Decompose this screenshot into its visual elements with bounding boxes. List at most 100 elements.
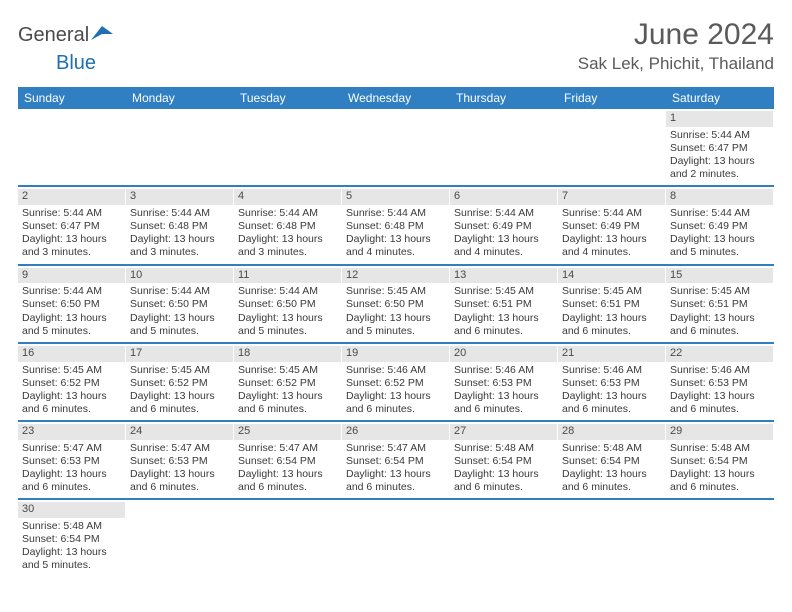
week-row: 2Sunrise: 5:44 AMSunset: 6:47 PMDaylight… — [18, 187, 774, 265]
day-cell: 6Sunrise: 5:44 AMSunset: 6:49 PMDaylight… — [450, 187, 558, 263]
sunset-line: Sunset: 6:54 PM — [562, 455, 661, 468]
sunrise-line: Sunrise: 5:44 AM — [346, 207, 445, 220]
sunset-line: Sunset: 6:51 PM — [562, 298, 661, 311]
day-number: 7 — [558, 189, 665, 205]
daylight-line: Daylight: 13 hours and 3 minutes. — [238, 233, 337, 259]
day-number: 29 — [666, 424, 773, 440]
day-cell: . — [342, 109, 450, 185]
day-cell: 23Sunrise: 5:47 AMSunset: 6:53 PMDayligh… — [18, 422, 126, 498]
sunrise-line: Sunrise: 5:47 AM — [346, 442, 445, 455]
sunset-line: Sunset: 6:54 PM — [22, 533, 121, 546]
sunset-line: Sunset: 6:47 PM — [670, 142, 769, 155]
day-number: 20 — [450, 346, 557, 362]
day-number: 6 — [450, 189, 557, 205]
day-number: 28 — [558, 424, 665, 440]
sunrise-line: Sunrise: 5:46 AM — [562, 364, 661, 377]
dow-cell: Sunday — [18, 87, 126, 109]
sunrise-line: Sunrise: 5:44 AM — [238, 285, 337, 298]
sunset-line: Sunset: 6:54 PM — [670, 455, 769, 468]
logo-text-general: General — [18, 24, 89, 47]
sunrise-line: Sunrise: 5:45 AM — [22, 364, 121, 377]
sunset-line: Sunset: 6:48 PM — [346, 220, 445, 233]
day-cell: 7Sunrise: 5:44 AMSunset: 6:49 PMDaylight… — [558, 187, 666, 263]
daylight-line: Daylight: 13 hours and 5 minutes. — [238, 312, 337, 338]
day-cell: . — [18, 109, 126, 185]
day-cell: 12Sunrise: 5:45 AMSunset: 6:50 PMDayligh… — [342, 266, 450, 342]
sunrise-line: Sunrise: 5:44 AM — [670, 129, 769, 142]
daylight-line: Daylight: 13 hours and 6 minutes. — [346, 468, 445, 494]
daylight-line: Daylight: 13 hours and 4 minutes. — [346, 233, 445, 259]
sunrise-line: Sunrise: 5:45 AM — [130, 364, 229, 377]
month-title: June 2024 — [578, 18, 774, 52]
day-cell: 17Sunrise: 5:45 AMSunset: 6:52 PMDayligh… — [126, 344, 234, 420]
sunset-line: Sunset: 6:53 PM — [22, 455, 121, 468]
day-number: 26 — [342, 424, 449, 440]
day-number: 30 — [18, 502, 125, 518]
daylight-line: Daylight: 13 hours and 6 minutes. — [130, 390, 229, 416]
day-number: 19 — [342, 346, 449, 362]
day-cell: 1Sunrise: 5:44 AMSunset: 6:47 PMDaylight… — [666, 109, 774, 185]
sunrise-line: Sunrise: 5:48 AM — [454, 442, 553, 455]
daylight-line: Daylight: 13 hours and 4 minutes. — [454, 233, 553, 259]
sunrise-line: Sunrise: 5:44 AM — [238, 207, 337, 220]
day-cell: 19Sunrise: 5:46 AMSunset: 6:52 PMDayligh… — [342, 344, 450, 420]
logo-text-blue: Blue — [56, 52, 96, 74]
day-cell: 30Sunrise: 5:48 AMSunset: 6:54 PMDayligh… — [18, 500, 126, 576]
sunrise-line: Sunrise: 5:47 AM — [22, 442, 121, 455]
sunset-line: Sunset: 6:48 PM — [130, 220, 229, 233]
day-cell: 24Sunrise: 5:47 AMSunset: 6:53 PMDayligh… — [126, 422, 234, 498]
sunrise-line: Sunrise: 5:45 AM — [346, 285, 445, 298]
day-cell: 18Sunrise: 5:45 AMSunset: 6:52 PMDayligh… — [234, 344, 342, 420]
sunset-line: Sunset: 6:53 PM — [454, 377, 553, 390]
daylight-line: Daylight: 13 hours and 5 minutes. — [346, 312, 445, 338]
sunset-line: Sunset: 6:50 PM — [238, 298, 337, 311]
sunset-line: Sunset: 6:53 PM — [670, 377, 769, 390]
sunrise-line: Sunrise: 5:48 AM — [22, 520, 121, 533]
sunset-line: Sunset: 6:54 PM — [454, 455, 553, 468]
day-number: 27 — [450, 424, 557, 440]
dow-cell: Thursday — [450, 87, 558, 109]
daylight-line: Daylight: 13 hours and 6 minutes. — [346, 390, 445, 416]
daylight-line: Daylight: 13 hours and 6 minutes. — [562, 312, 661, 338]
sunrise-line: Sunrise: 5:47 AM — [130, 442, 229, 455]
day-cell: 16Sunrise: 5:45 AMSunset: 6:52 PMDayligh… — [18, 344, 126, 420]
week-row: 16Sunrise: 5:45 AMSunset: 6:52 PMDayligh… — [18, 344, 774, 422]
daylight-line: Daylight: 13 hours and 6 minutes. — [22, 468, 121, 494]
day-number: 16 — [18, 346, 125, 362]
day-cell: . — [342, 500, 450, 576]
day-cell: . — [126, 500, 234, 576]
week-row: 23Sunrise: 5:47 AMSunset: 6:53 PMDayligh… — [18, 422, 774, 500]
dow-cell: Monday — [126, 87, 234, 109]
day-number: 24 — [126, 424, 233, 440]
sunrise-line: Sunrise: 5:44 AM — [130, 285, 229, 298]
day-number: 4 — [234, 189, 341, 205]
day-cell: 5Sunrise: 5:44 AMSunset: 6:48 PMDaylight… — [342, 187, 450, 263]
sunset-line: Sunset: 6:50 PM — [130, 298, 229, 311]
dow-cell: Tuesday — [234, 87, 342, 109]
day-cell: 14Sunrise: 5:45 AMSunset: 6:51 PMDayligh… — [558, 266, 666, 342]
day-number: 15 — [666, 268, 773, 284]
sunset-line: Sunset: 6:50 PM — [22, 298, 121, 311]
logo-flag-icon — [91, 23, 113, 37]
day-number: 18 — [234, 346, 341, 362]
day-cell: 3Sunrise: 5:44 AMSunset: 6:48 PMDaylight… — [126, 187, 234, 263]
day-number: 25 — [234, 424, 341, 440]
week-row: ......1Sunrise: 5:44 AMSunset: 6:47 PMDa… — [18, 109, 774, 187]
sunrise-line: Sunrise: 5:45 AM — [670, 285, 769, 298]
daylight-line: Daylight: 13 hours and 6 minutes. — [670, 312, 769, 338]
day-cell: 10Sunrise: 5:44 AMSunset: 6:50 PMDayligh… — [126, 266, 234, 342]
day-number: 11 — [234, 268, 341, 284]
sunrise-line: Sunrise: 5:46 AM — [670, 364, 769, 377]
sunset-line: Sunset: 6:47 PM — [22, 220, 121, 233]
day-cell: . — [666, 500, 774, 576]
sunset-line: Sunset: 6:50 PM — [346, 298, 445, 311]
logo: General — [18, 24, 113, 47]
sunset-line: Sunset: 6:48 PM — [238, 220, 337, 233]
day-number: 8 — [666, 189, 773, 205]
daylight-line: Daylight: 13 hours and 6 minutes. — [454, 468, 553, 494]
day-cell: . — [450, 500, 558, 576]
day-cell: 27 Sunrise: 5:48 AMSunset: 6:54 PMDayligh… — [450, 422, 558, 498]
day-cell: . — [126, 109, 234, 185]
day-cell: 13Sunrise: 5:45 AMSunset: 6:51 PMDayligh… — [450, 266, 558, 342]
day-cell: 21Sunrise: 5:46 AMSunset: 6:53 PMDayligh… — [558, 344, 666, 420]
